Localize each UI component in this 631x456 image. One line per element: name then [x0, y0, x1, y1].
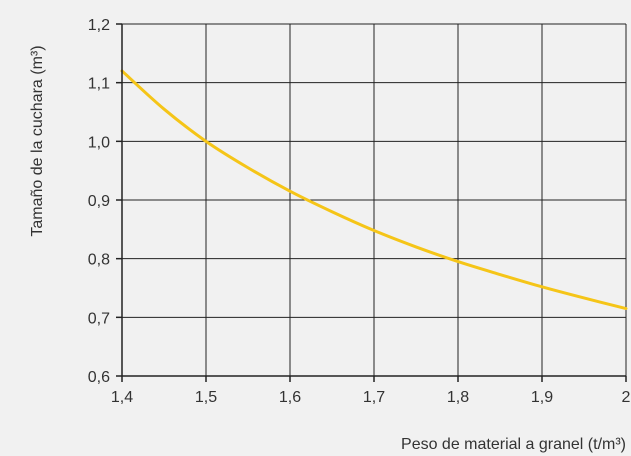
tick-labels: 1,4 1,5 1,6 1,7 1,8 1,9 2 0,6 0,7 0,8 0,9 1,0 1,1 1,2 [88, 17, 631, 406]
y-tick-label: 0,7 [88, 310, 110, 327]
x-tick-label: 1,9 [531, 389, 553, 406]
series-layer [120, 69, 628, 311]
grid [122, 23, 627, 376]
y-tick-label: 0,6 [88, 369, 110, 386]
x-axis-title: Peso de material a granel (t/m³) [401, 436, 626, 453]
y-tick-label: 1,2 [88, 17, 110, 34]
x-tick-label: 1,5 [195, 389, 217, 406]
y-tick-label: 0,8 [88, 252, 110, 269]
y-tick-label: 0,9 [88, 193, 110, 210]
x-tick-label: 2 [622, 389, 631, 406]
y-tick-label: 1,0 [88, 134, 110, 151]
x-tick-label: 1,8 [447, 389, 469, 406]
axes [116, 23, 627, 382]
x-tick-label: 1,6 [279, 389, 301, 406]
y-tick-label: 1,1 [88, 76, 110, 93]
x-tick-label: 1,7 [363, 389, 385, 406]
y-axis-title: Tamaño de la cuchara (m³) [29, 45, 46, 236]
x-tick-label: 1,4 [111, 389, 133, 406]
series-line [120, 69, 628, 311]
